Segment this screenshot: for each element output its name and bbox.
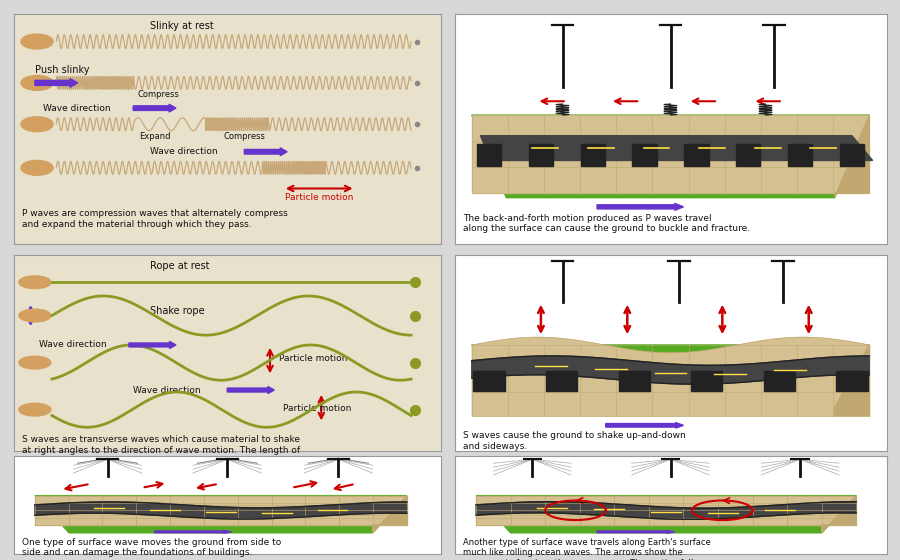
Polygon shape — [834, 115, 869, 198]
Text: S waves cause the ground to shake up-and-down
and sideways.: S waves cause the ground to shake up-and… — [464, 431, 686, 451]
Polygon shape — [35, 496, 407, 533]
Ellipse shape — [21, 116, 53, 132]
FancyArrow shape — [245, 148, 287, 156]
Polygon shape — [472, 345, 869, 408]
Polygon shape — [35, 496, 407, 525]
Polygon shape — [476, 496, 856, 525]
Text: Shake rope: Shake rope — [150, 306, 205, 316]
Bar — [684, 144, 708, 166]
Ellipse shape — [21, 160, 53, 175]
Bar — [633, 144, 657, 166]
Text: Particle motion: Particle motion — [283, 404, 351, 413]
Polygon shape — [472, 115, 869, 193]
Text: One type of surface wave moves the ground from side to
side and can damage the f: One type of surface wave moves the groun… — [22, 538, 282, 557]
Bar — [618, 371, 650, 391]
Text: Compress: Compress — [138, 90, 180, 99]
Ellipse shape — [19, 356, 51, 369]
Bar — [788, 144, 812, 166]
Text: Wave direction: Wave direction — [150, 147, 218, 156]
FancyArrow shape — [227, 386, 274, 394]
Ellipse shape — [19, 403, 51, 416]
Text: Another type of surface wave travels along Earth's surface
much like rolling oce: Another type of surface wave travels alo… — [464, 538, 711, 560]
Bar — [580, 144, 605, 166]
FancyArrow shape — [129, 342, 176, 348]
Ellipse shape — [21, 34, 53, 49]
Polygon shape — [822, 496, 856, 533]
FancyArrow shape — [35, 78, 77, 87]
Bar — [473, 371, 505, 391]
Polygon shape — [373, 496, 407, 533]
Bar — [546, 371, 577, 391]
Ellipse shape — [19, 309, 51, 322]
FancyArrow shape — [155, 530, 231, 533]
FancyArrow shape — [597, 203, 683, 211]
Polygon shape — [472, 356, 869, 384]
Text: Particle motion: Particle motion — [279, 354, 346, 363]
Polygon shape — [476, 502, 856, 519]
Text: S waves are transverse waves which cause material to shake
at right angles to th: S waves are transverse waves which cause… — [22, 435, 310, 465]
Text: The back-and-forth motion produced as P waves travel
along the surface can cause: The back-and-forth motion produced as P … — [464, 214, 751, 233]
Bar — [764, 371, 795, 391]
Polygon shape — [481, 136, 873, 161]
FancyArrow shape — [597, 530, 675, 533]
Polygon shape — [35, 502, 407, 519]
Ellipse shape — [21, 76, 53, 90]
Ellipse shape — [19, 276, 51, 288]
Bar — [840, 144, 864, 166]
Text: Expand: Expand — [139, 132, 170, 141]
Text: Rope at rest: Rope at rest — [150, 261, 210, 270]
Bar — [836, 371, 868, 391]
FancyArrow shape — [606, 423, 683, 428]
Text: P waves are compression waves that alternately compress
and expand the material : P waves are compression waves that alter… — [22, 209, 288, 228]
Text: Wave direction: Wave direction — [133, 385, 201, 395]
Text: Compress: Compress — [223, 132, 266, 141]
Text: Wave direction: Wave direction — [40, 340, 107, 349]
Polygon shape — [472, 115, 869, 198]
Bar — [477, 144, 501, 166]
Text: Push slinky: Push slinky — [35, 64, 89, 74]
FancyArrow shape — [133, 104, 176, 112]
Polygon shape — [834, 345, 869, 416]
Bar — [529, 144, 553, 166]
Polygon shape — [476, 496, 856, 533]
Text: Particle motion: Particle motion — [285, 193, 354, 202]
Bar — [691, 371, 723, 391]
Text: Wave direction: Wave direction — [43, 104, 111, 113]
Text: Slinky at rest: Slinky at rest — [150, 21, 214, 31]
Bar — [736, 144, 760, 166]
